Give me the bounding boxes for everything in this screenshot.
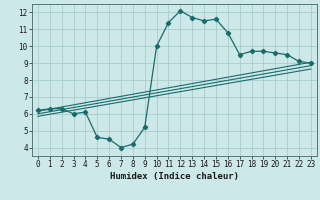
X-axis label: Humidex (Indice chaleur): Humidex (Indice chaleur) <box>110 172 239 181</box>
